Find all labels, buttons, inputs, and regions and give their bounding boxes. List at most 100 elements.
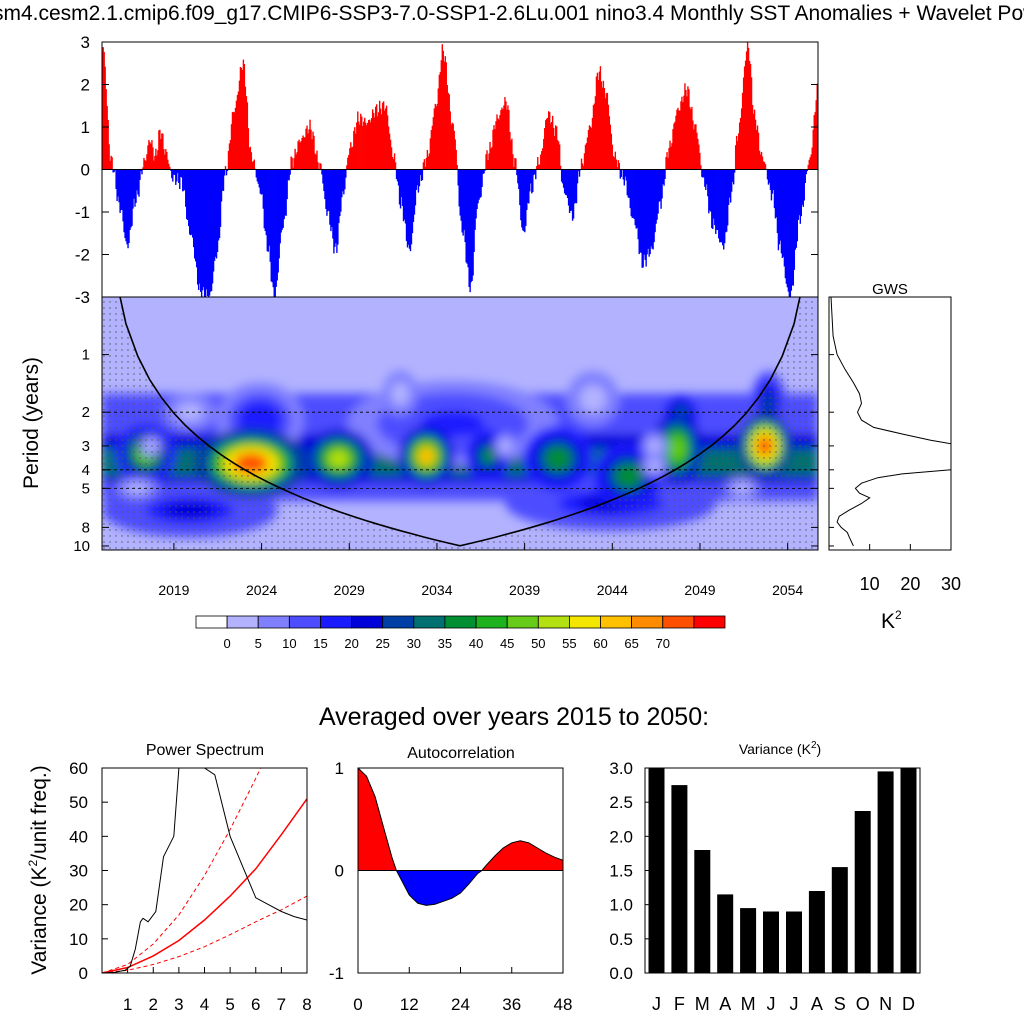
y-tick-label: 0 bbox=[335, 862, 344, 881]
anomaly-bar bbox=[109, 160, 111, 170]
anomaly-bar bbox=[769, 169, 772, 190]
wavelet-y-ticks: 1 2 3 45 8 10 bbox=[73, 347, 818, 555]
anomaly-bar bbox=[737, 133, 740, 170]
anomaly-bar bbox=[190, 169, 192, 236]
anomaly-bar bbox=[794, 169, 797, 250]
anomaly-bar bbox=[402, 169, 405, 222]
x-tick-label: 2054 bbox=[772, 582, 803, 598]
anomaly-bar bbox=[716, 169, 718, 230]
chart-title: ccsm4.cesm2.1.cmip6.f09_g17.CMIP6-SSP3-7… bbox=[0, 2, 1024, 26]
anomaly-bar bbox=[444, 56, 446, 170]
anomaly-bar bbox=[645, 169, 647, 267]
x-tick-label: 24 bbox=[451, 995, 470, 1014]
colorbar-swatch bbox=[444, 615, 477, 629]
anomaly-bar bbox=[405, 169, 408, 242]
anomaly-bar bbox=[525, 169, 527, 226]
anomaly-bar bbox=[584, 144, 587, 170]
anomaly-bar bbox=[345, 169, 347, 178]
y-tick-label: 50 bbox=[69, 793, 88, 812]
anomaly-bar bbox=[107, 119, 109, 170]
anomaly-bar bbox=[644, 169, 646, 260]
y-tick-label: 10 bbox=[73, 538, 90, 555]
anomaly-bar bbox=[206, 169, 209, 296]
anomaly-bar bbox=[707, 169, 709, 197]
anomaly-bar bbox=[301, 137, 303, 170]
anomaly-bar bbox=[536, 166, 538, 170]
anomaly-bar bbox=[240, 67, 243, 170]
anomaly-bar bbox=[484, 169, 486, 171]
anomaly-bar bbox=[315, 154, 317, 170]
anomaly-bar bbox=[341, 169, 343, 198]
anomaly-bar bbox=[426, 149, 429, 170]
anomaly-bar bbox=[456, 164, 458, 170]
anomaly-bar bbox=[307, 133, 309, 170]
colorbar-swatch bbox=[631, 615, 664, 629]
anomaly-bar bbox=[608, 116, 611, 170]
colorbar-label: 30 bbox=[407, 636, 421, 651]
anomaly-bar bbox=[469, 169, 471, 293]
anomaly-bar bbox=[425, 157, 428, 170]
anomaly-bar bbox=[149, 142, 151, 170]
anomaly-bar bbox=[223, 169, 226, 176]
y-tick-label: -1 bbox=[329, 964, 344, 983]
anomaly-bar bbox=[331, 169, 333, 227]
anomaly-bar bbox=[462, 169, 464, 236]
anomaly-bar bbox=[736, 141, 739, 170]
gws-ticks: 10 20 30 bbox=[829, 354, 961, 594]
anomaly-bar bbox=[650, 169, 652, 247]
anomaly-bar bbox=[714, 169, 716, 226]
anomaly-bar bbox=[102, 47, 104, 170]
anomaly-bar bbox=[428, 153, 431, 170]
anomaly-bar bbox=[607, 104, 610, 170]
anomaly-bar bbox=[142, 167, 144, 170]
anomaly-bar bbox=[304, 137, 306, 170]
anomaly-bar bbox=[580, 158, 583, 170]
anomaly-bar bbox=[804, 169, 806, 184]
anomaly-bar bbox=[196, 169, 199, 285]
anomaly-bar bbox=[137, 169, 139, 195]
anomaly-bar bbox=[496, 114, 498, 170]
anomaly-bar bbox=[117, 169, 119, 197]
anomaly-bar bbox=[602, 80, 605, 170]
anomaly-bar bbox=[639, 169, 641, 253]
anomaly-bar bbox=[247, 128, 250, 170]
anomaly-bar bbox=[255, 169, 258, 178]
anomaly-bar bbox=[378, 100, 381, 170]
anomaly-bar bbox=[659, 169, 661, 202]
anomaly-bar bbox=[490, 148, 492, 170]
anomaly-bar bbox=[308, 129, 310, 170]
anomaly-bar bbox=[111, 157, 113, 170]
anomaly-bar bbox=[151, 140, 153, 170]
anomaly-bar bbox=[321, 169, 323, 175]
anomaly-bar bbox=[168, 163, 170, 170]
wavelet-low-power bbox=[647, 459, 661, 472]
anomaly-bar bbox=[409, 169, 412, 252]
anomaly-bar bbox=[620, 169, 622, 177]
anomaly-bar bbox=[286, 169, 288, 200]
anomaly-bar bbox=[642, 169, 644, 268]
month-label: M bbox=[695, 994, 710, 1014]
anomaly-bar bbox=[326, 169, 328, 216]
anomaly-bar bbox=[369, 119, 371, 170]
anomaly-bar bbox=[511, 138, 513, 170]
anomaly-bar bbox=[338, 169, 340, 224]
anomaly-bar bbox=[693, 129, 695, 170]
colorbar-label: 50 bbox=[531, 636, 545, 651]
anomaly-bar bbox=[530, 169, 532, 184]
colorbar-swatch bbox=[569, 615, 601, 629]
anomaly-bar bbox=[329, 169, 331, 225]
anomaly-bar bbox=[185, 169, 187, 207]
anomaly-bar bbox=[280, 169, 282, 233]
anomaly-bar bbox=[632, 169, 634, 218]
month-label: J bbox=[767, 994, 776, 1014]
anomaly-bar bbox=[261, 169, 263, 195]
anomaly-bar bbox=[606, 92, 609, 170]
y-tick-label: 0 bbox=[79, 964, 88, 983]
anomaly-bar bbox=[629, 169, 631, 209]
anomaly-bar bbox=[328, 169, 330, 211]
anomaly-bar bbox=[309, 119, 311, 170]
anomaly-bar bbox=[291, 157, 293, 170]
anomaly-bar bbox=[228, 143, 231, 170]
anomaly-bar bbox=[284, 169, 286, 216]
anomaly-bar bbox=[628, 169, 630, 199]
